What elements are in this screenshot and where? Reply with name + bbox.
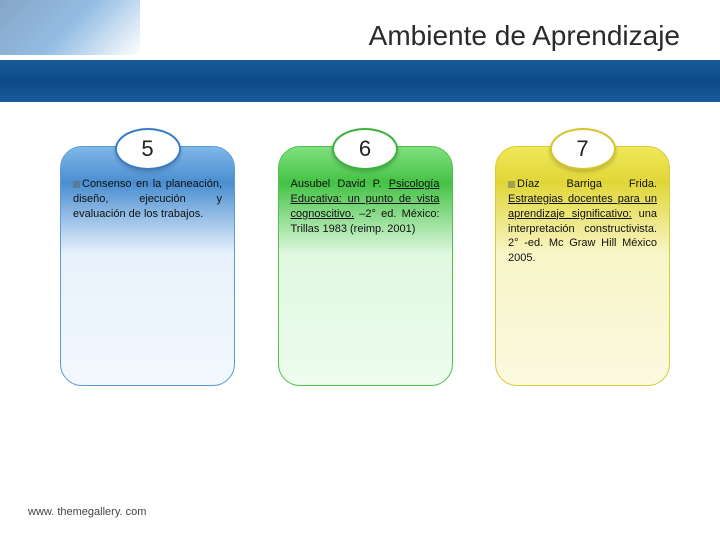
bullet-icon — [508, 181, 515, 188]
card-body-5: Consenso en la planeación, diseño, ejecu… — [60, 146, 235, 386]
card-5-lead: Consenso — [82, 178, 132, 190]
card-6: 6 Ausubel David P. Psicología Educativa:… — [278, 128, 453, 386]
card-body-7: Díaz Barriga Frida. Estrategias docentes… — [495, 146, 670, 386]
card-body-6: Ausubel David P. Psicología Educativa: u… — [278, 146, 453, 386]
card-6-lead: Ausubel David P. — [291, 178, 389, 190]
card-number-6: 6 — [332, 128, 398, 170]
header-decoration — [0, 0, 140, 55]
card-number-5: 5 — [115, 128, 181, 170]
card-row: 5 Consenso en la planeación, diseño, eje… — [60, 128, 670, 386]
card-5: 5 Consenso en la planeación, diseño, eje… — [60, 128, 235, 386]
title-band — [0, 60, 720, 102]
page-title: Ambiente de Aprendizaje — [369, 20, 680, 52]
card-number-7: 7 — [550, 128, 616, 170]
card-7: 7 Díaz Barriga Frida. Estrategias docent… — [495, 128, 670, 386]
card-7-lead: Díaz Barriga Frida. — [517, 178, 657, 190]
bullet-icon — [73, 181, 80, 188]
footer-url: www. themegallery. com — [28, 506, 146, 518]
